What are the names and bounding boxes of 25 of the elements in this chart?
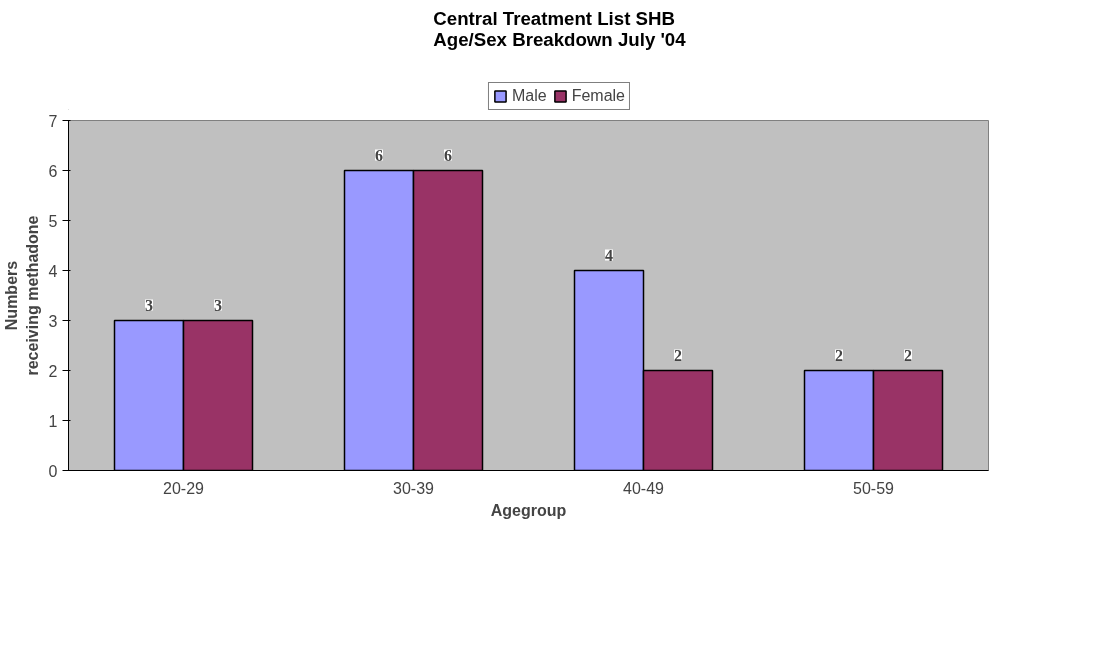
- x-tick-label: 40-49: [623, 479, 665, 497]
- data-label: 2: [835, 346, 843, 364]
- data-label: 3: [145, 296, 153, 314]
- legend-label: Female: [571, 87, 626, 105]
- data-label: 2: [904, 346, 912, 364]
- x-tick-label: 50-59: [853, 479, 895, 497]
- y-axis-title: Numbers receiving methadone: [3, 215, 41, 376]
- y-tick-label: 4: [48, 262, 58, 280]
- data-label: 6: [444, 146, 452, 164]
- y-tick-label: 0: [48, 462, 58, 480]
- x-tick-label: 30-39: [393, 479, 435, 497]
- y-tick-label: 1: [48, 412, 58, 430]
- y-tick-label: 3: [48, 312, 58, 330]
- data-label: 4: [605, 246, 613, 264]
- y-tick-label: 5: [48, 212, 58, 230]
- chart-title: Central Treatment List SHB Age/Sex Breakdown July '04: [433, 7, 687, 50]
- y-tick-label: 6: [48, 162, 58, 180]
- y-tick-label: 7: [48, 112, 58, 130]
- data-label: 6: [375, 146, 383, 164]
- x-axis-title: Agegroup: [490, 501, 567, 519]
- y-tick-label: 2: [48, 362, 58, 380]
- data-label: 3: [214, 296, 222, 314]
- legend-label: Male: [511, 87, 547, 105]
- data-label: 2: [674, 346, 682, 364]
- x-tick-label: 20-29: [163, 479, 205, 497]
